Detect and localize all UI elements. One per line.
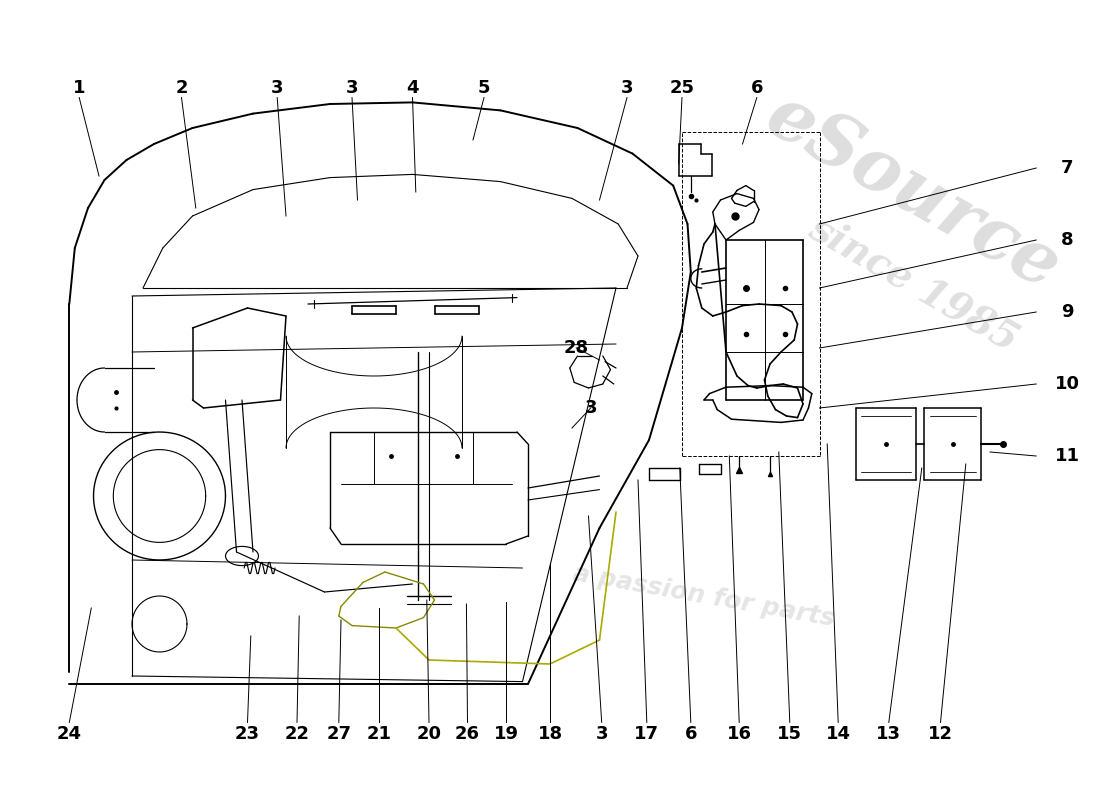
Text: 4: 4 xyxy=(406,79,419,97)
Text: 13: 13 xyxy=(877,726,901,743)
Text: 19: 19 xyxy=(494,726,518,743)
Text: 6: 6 xyxy=(750,79,763,97)
Text: 5: 5 xyxy=(477,79,491,97)
Text: 1: 1 xyxy=(73,79,86,97)
Text: 16: 16 xyxy=(727,726,751,743)
Text: 3: 3 xyxy=(345,79,359,97)
Text: 14: 14 xyxy=(826,726,850,743)
Text: 3: 3 xyxy=(271,79,284,97)
Text: 3: 3 xyxy=(584,399,597,417)
Text: 12: 12 xyxy=(928,726,953,743)
Text: 22: 22 xyxy=(285,726,309,743)
Text: 10: 10 xyxy=(1055,375,1079,393)
Text: 3: 3 xyxy=(620,79,634,97)
Text: 9: 9 xyxy=(1060,303,1074,321)
Text: 18: 18 xyxy=(538,726,562,743)
Text: 17: 17 xyxy=(635,726,659,743)
Text: 23: 23 xyxy=(235,726,260,743)
Text: 2: 2 xyxy=(175,79,188,97)
Text: eSource: eSource xyxy=(754,79,1072,305)
Text: 25: 25 xyxy=(670,79,694,97)
Text: 3: 3 xyxy=(595,726,608,743)
Text: 26: 26 xyxy=(455,726,480,743)
Text: 8: 8 xyxy=(1060,231,1074,249)
Text: since 1985: since 1985 xyxy=(802,209,1024,359)
Text: a passion for parts: a passion for parts xyxy=(571,561,837,631)
Text: 11: 11 xyxy=(1055,447,1079,465)
Text: 7: 7 xyxy=(1060,159,1074,177)
Text: 20: 20 xyxy=(417,726,441,743)
Text: 27: 27 xyxy=(327,726,351,743)
Text: 21: 21 xyxy=(367,726,392,743)
Text: 24: 24 xyxy=(57,726,81,743)
Text: 28: 28 xyxy=(564,339,589,357)
Text: 15: 15 xyxy=(778,726,802,743)
Text: 6: 6 xyxy=(684,726,697,743)
